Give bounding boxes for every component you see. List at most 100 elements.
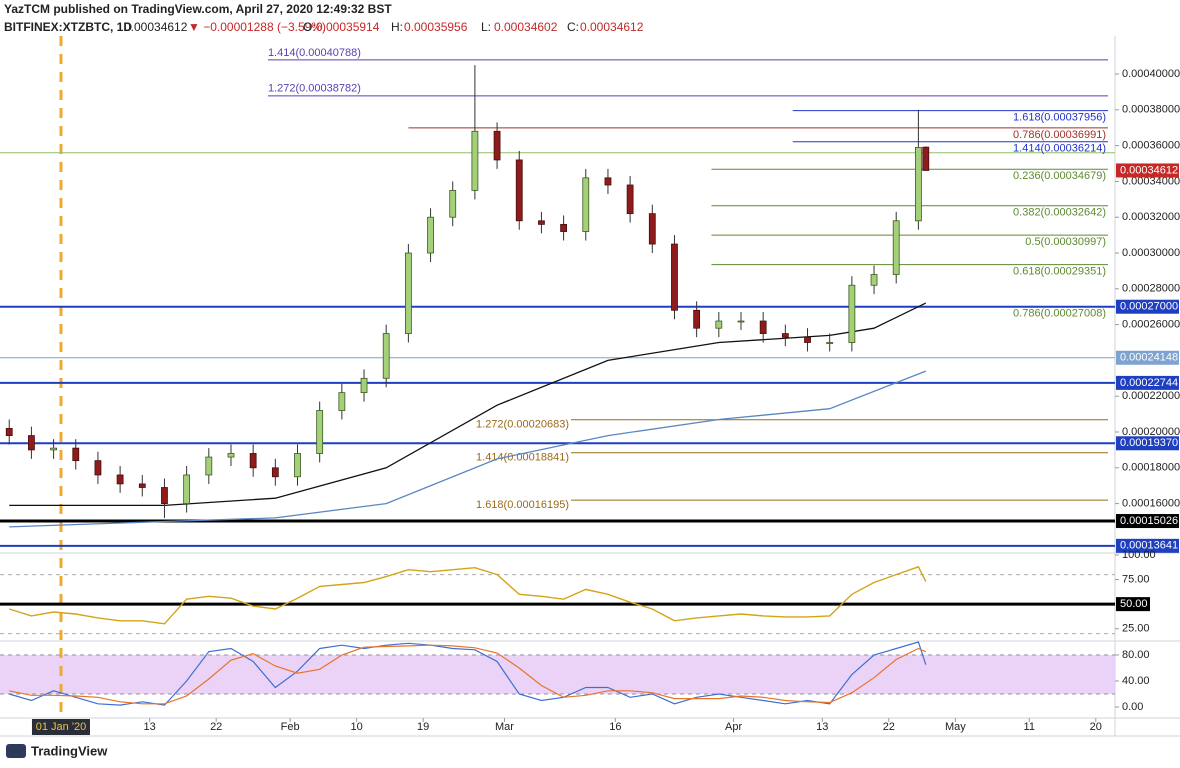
fib-label: 0.618(0.00029351) <box>1013 266 1106 278</box>
candle-body <box>848 284 856 343</box>
crosshair-label: 01 Jan '20 <box>36 721 86 733</box>
candle-body <box>737 320 745 323</box>
candle-body <box>382 333 390 379</box>
ohlc-value: 0.00035914 <box>316 20 380 34</box>
x-tick-label: 13 <box>816 721 828 733</box>
candle-body <box>249 453 257 469</box>
candle-body <box>826 342 834 344</box>
level-tag-label: 0.00019370 <box>1120 437 1178 449</box>
y-tick-label: 0.00038000 <box>1122 104 1180 116</box>
x-tick-label: May <box>945 721 966 733</box>
level-tag <box>1116 538 1179 553</box>
published: YazTCM published on TradingView.com, Apr… <box>4 2 392 16</box>
level-tag <box>1116 350 1179 365</box>
candle-body <box>271 467 279 478</box>
fib-label: 1.272(0.00038782) <box>268 83 361 95</box>
y-tick-label: 40.00 <box>1122 675 1150 687</box>
x-tick-label: 19 <box>417 721 429 733</box>
candle-body <box>338 392 346 411</box>
fib-label: 0.786(0.00036991) <box>1013 129 1106 141</box>
ohlc-value: 0.00035956 <box>404 20 468 34</box>
ohlc-label: L: <box>481 20 491 34</box>
y-tick-label: 80.00 <box>1122 649 1150 661</box>
x-tick-label: 20 <box>1090 721 1102 733</box>
stoch-line <box>9 641 927 706</box>
x-tick-label: 16 <box>609 721 621 733</box>
fib-label: 1.414(0.00040788) <box>268 47 361 59</box>
candle-body <box>582 177 590 232</box>
level-tag <box>1116 375 1179 390</box>
candle-body <box>161 487 168 504</box>
fib-label: 0.5(0.00030997) <box>1025 236 1106 248</box>
stoch-band <box>0 654 1115 695</box>
candle-body <box>715 320 723 329</box>
candle-body <box>759 320 767 334</box>
fib-label: 0.236(0.00034679) <box>1013 170 1106 182</box>
price-tag-label: 0.00034612 <box>1120 164 1178 176</box>
logo: TradingView <box>6 743 108 758</box>
candle-body <box>515 159 523 222</box>
change: ▼ −0.00001288 (−3.59%) <box>188 20 326 34</box>
level-tag-label: 0.00013641 <box>1120 540 1178 552</box>
x-tick-label: Mar <box>495 721 514 733</box>
level-tag <box>1116 436 1179 451</box>
y-tick-label: 0.00036000 <box>1122 140 1180 152</box>
candle-body <box>449 189 457 218</box>
candle-body <box>427 216 434 254</box>
y-tick-label: 0.00028000 <box>1122 283 1180 295</box>
candle-body <box>892 220 900 275</box>
y-tick-label: 0.00040000 <box>1122 68 1180 80</box>
candle-body <box>116 474 124 485</box>
rsi-hline-tag <box>1116 597 1150 612</box>
candle-body <box>671 243 678 311</box>
candle-body <box>626 184 634 215</box>
x-tick-label: Apr <box>725 721 742 733</box>
candle-body <box>870 274 878 286</box>
candle-body <box>138 483 146 488</box>
fib-label: 0.786(0.00027008) <box>1013 307 1106 319</box>
candle-body <box>360 377 368 394</box>
candle-body <box>5 428 13 436</box>
ohlc-label: H: <box>391 20 403 34</box>
candle-body <box>560 223 567 232</box>
fib-label: 1.414(0.00018841) <box>476 452 569 464</box>
y-tick-label: 75.00 <box>1122 573 1150 585</box>
y-tick-label: 0.00022000 <box>1122 390 1180 402</box>
fib-label: 1.272(0.00020683) <box>476 419 569 431</box>
y-tick-label: 0.00032000 <box>1122 211 1180 223</box>
candle-body <box>294 453 301 478</box>
x-tick-label: 13 <box>144 721 156 733</box>
fib-label: 1.618(0.00037956) <box>1013 112 1106 124</box>
fib-label: 1.414(0.00036214) <box>1013 143 1106 155</box>
candle-body <box>205 456 213 476</box>
candle-body <box>28 435 35 451</box>
x-tick-label: 10 <box>351 721 363 733</box>
level-tag <box>1116 514 1179 529</box>
candle-body <box>804 336 811 343</box>
y-tick-label: 0.00020000 <box>1122 426 1180 438</box>
level-tag-label: 0.00022744 <box>1120 377 1178 389</box>
candle-body <box>50 447 57 451</box>
last-price: 0.00034612 <box>124 20 188 34</box>
candle-body <box>693 309 701 329</box>
symbol: BITFINEX:XTZBTC, 1D <box>4 20 132 34</box>
ohlc-label: C: <box>567 20 579 34</box>
ohlc-value: 0.00034602 <box>494 20 558 34</box>
candle-body <box>404 252 412 334</box>
rsi-hline-label: 50.00 <box>1120 598 1148 610</box>
y-tick-label: 100.00 <box>1122 549 1156 561</box>
ohlc-label: O: <box>303 20 316 34</box>
x-tick-label: 22 <box>883 721 895 733</box>
candle-body <box>227 453 235 458</box>
price-tag <box>1116 163 1179 178</box>
candle-body <box>493 130 501 161</box>
ohlc-value: 0.00034612 <box>580 20 644 34</box>
level-tag-label: 0.00027000 <box>1120 301 1178 313</box>
y-tick-label: 25.00 <box>1122 623 1150 635</box>
x-tick-label: 22 <box>210 721 222 733</box>
footer: TradingView <box>31 743 108 758</box>
x-tick-label: Feb <box>281 721 300 733</box>
y-tick-label: 0.00034000 <box>1122 175 1180 187</box>
